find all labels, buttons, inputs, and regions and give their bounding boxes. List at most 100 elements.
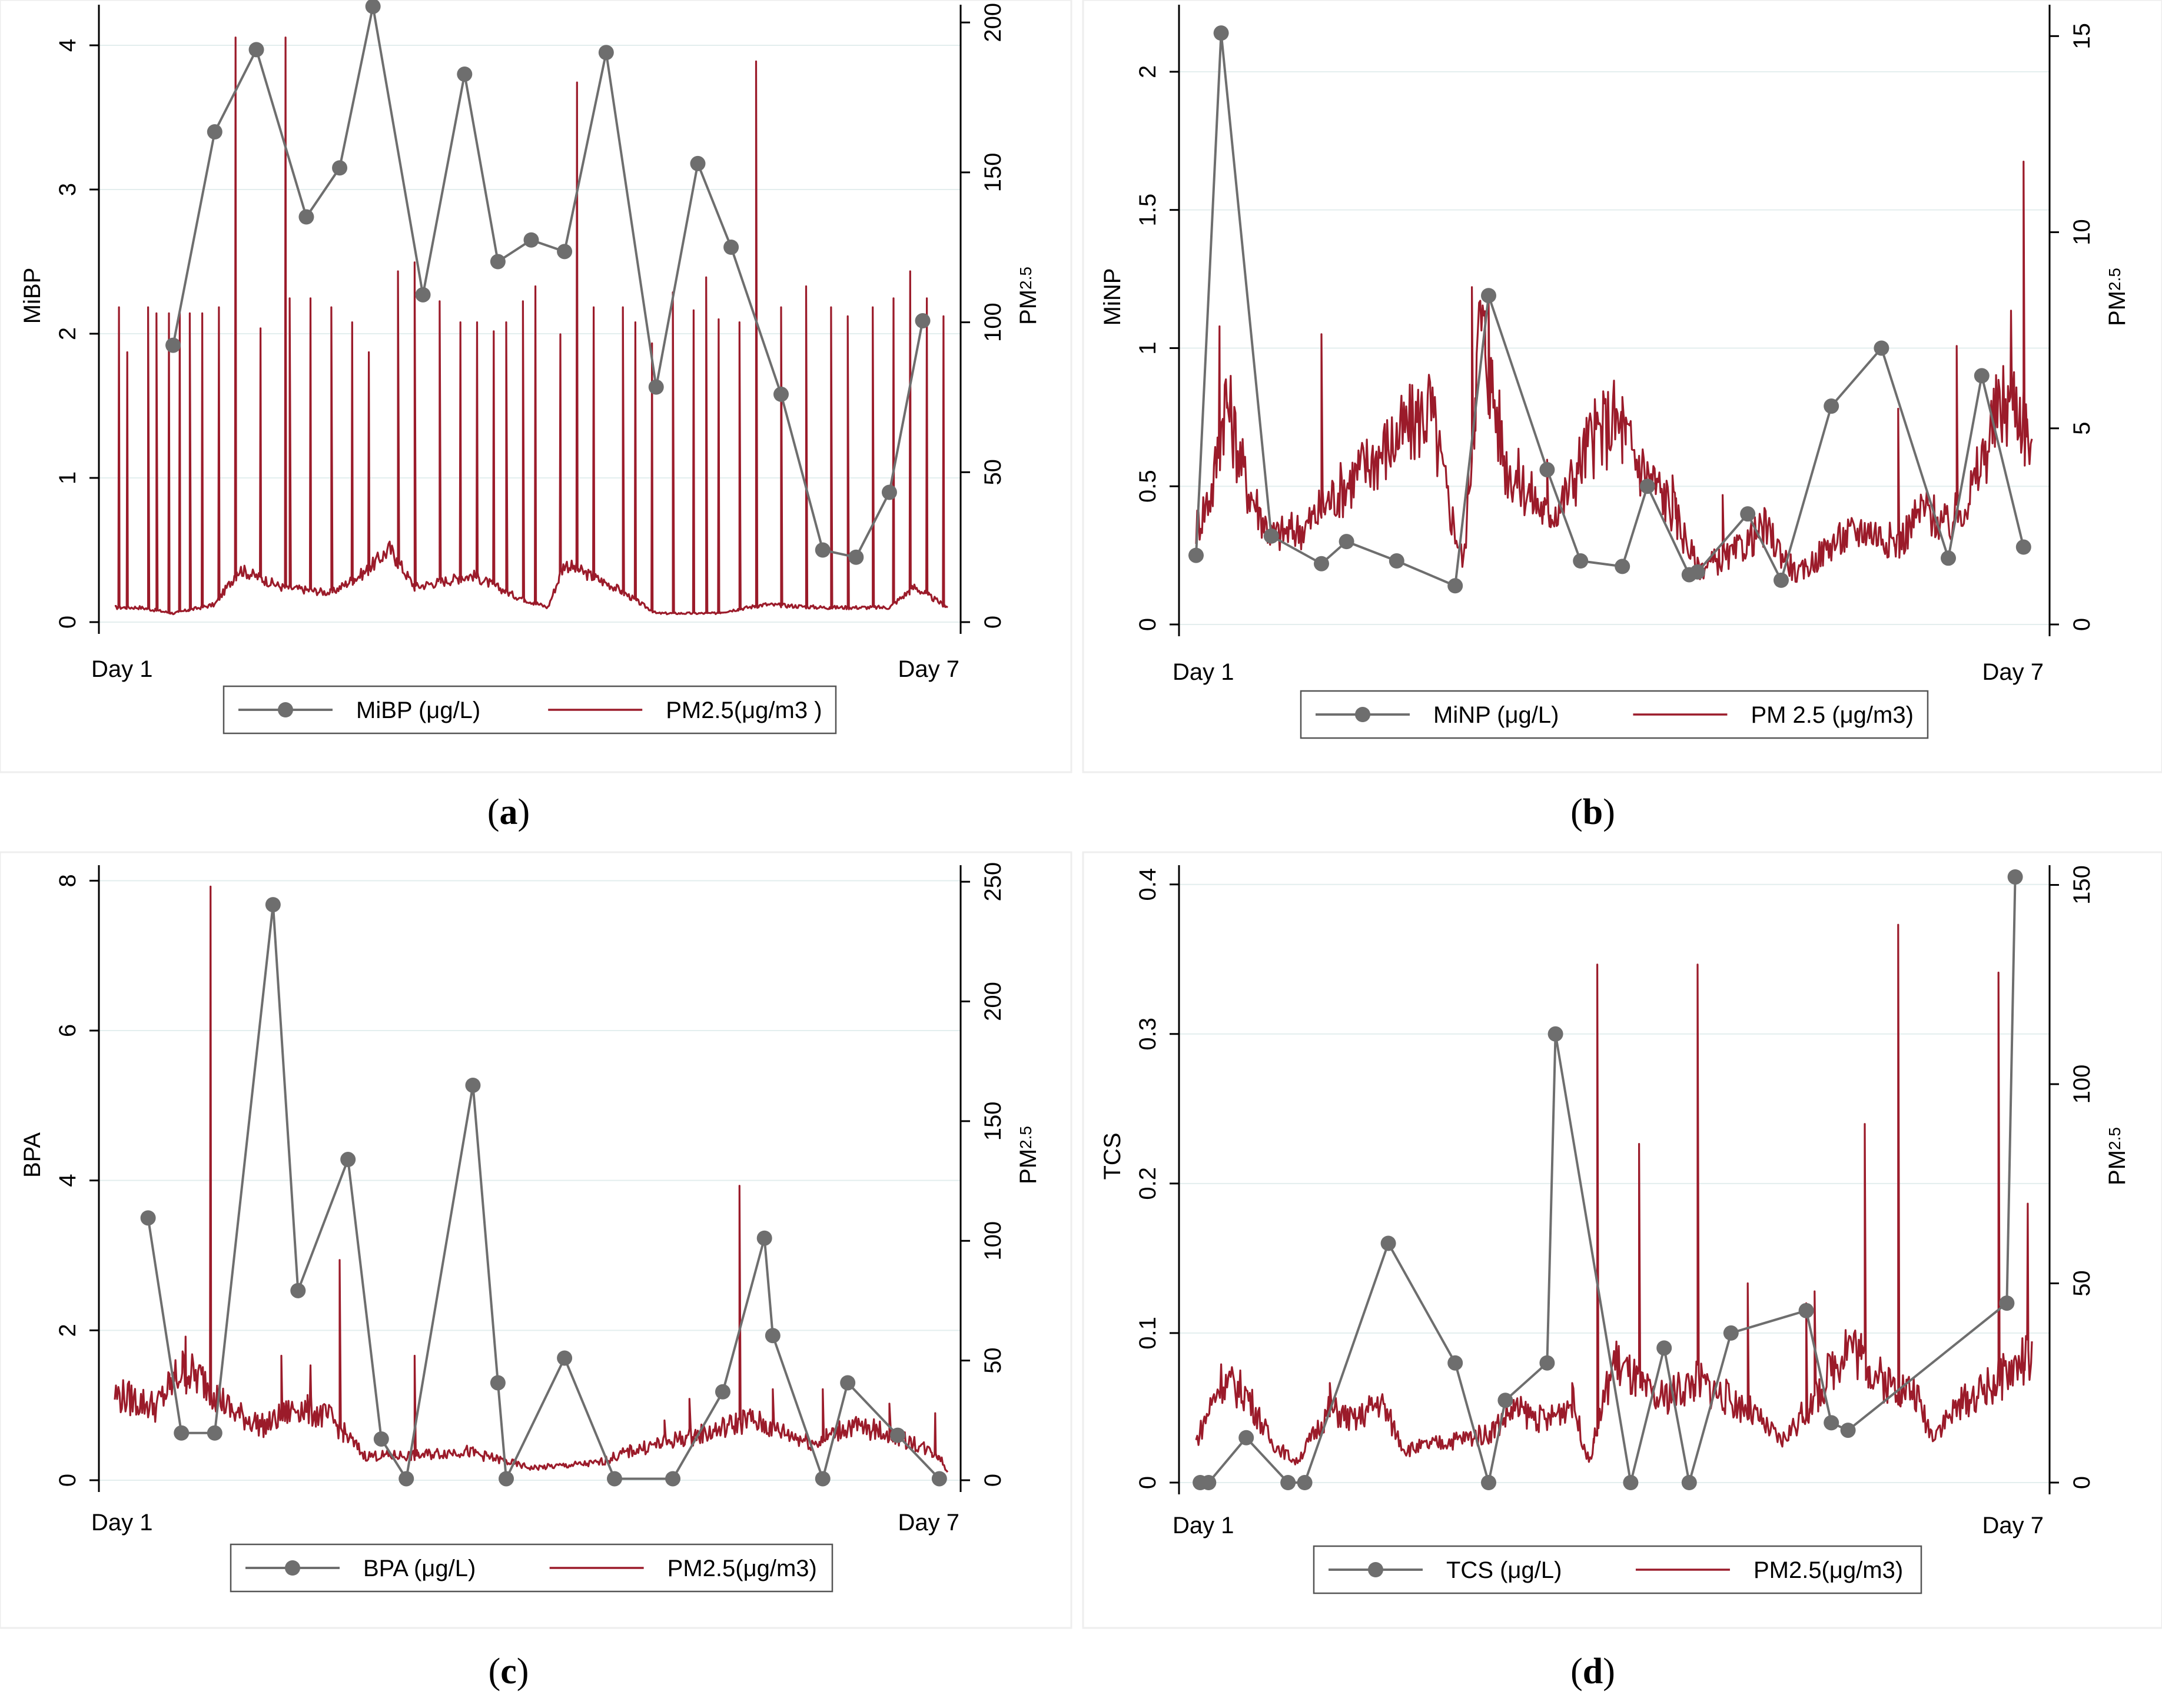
panel-d-biomarker-point xyxy=(1840,1423,1856,1438)
panel-c-left-tick-label: 6 xyxy=(55,1024,81,1037)
panel-a-legend-pm25-label: PM2.5(μg/m3 ) xyxy=(666,697,822,723)
panel-d-biomarker-point xyxy=(1999,1295,2015,1311)
panel-a-biomarker-point xyxy=(690,155,706,171)
panel-a-right-tick-label: 150 xyxy=(980,153,1006,192)
panel-c-biomarker-point xyxy=(765,1328,781,1344)
panel-d-frame xyxy=(1082,851,2162,1629)
panel-c-biomarker-point xyxy=(931,1471,947,1487)
panel-a-caption: (a) xyxy=(487,792,530,832)
panel-b-left-axis-title: MiNP xyxy=(1100,268,1125,326)
panel-b-biomarker-point xyxy=(2015,539,2031,555)
panel-b-left-tick-label: 1.5 xyxy=(1135,194,1161,227)
panel-c-right-tick-label: 200 xyxy=(980,982,1006,1021)
panel-c-legend-bpa-marker xyxy=(285,1560,300,1576)
panel-d-biomarker-point xyxy=(1297,1475,1313,1490)
panel-c-right-tick-label: 50 xyxy=(980,1347,1006,1374)
panel-b-left-tick-label: 0 xyxy=(1135,618,1161,631)
panel-a-right-axis-title-sub: 2.5 xyxy=(1017,267,1035,290)
panel-b-x-tick-day1: Day 1 xyxy=(1173,659,1234,685)
panel-b-right-axis-title-main: PM xyxy=(2104,291,2130,326)
panel-d-biomarker-point xyxy=(1380,1235,1396,1251)
panel-a-biomarker-point xyxy=(248,42,264,58)
panel-d-biomarker-point xyxy=(1481,1475,1496,1490)
panel-d-right-tick-label: 50 xyxy=(2069,1270,2095,1297)
panel-d-biomarker-point xyxy=(1723,1325,1739,1341)
panel-b-biomarker-point xyxy=(1974,368,1990,384)
panel-a-left-tick-label: 3 xyxy=(55,183,81,196)
panel-c: 0 2 4 6 8 0 50 100 150 200 250 Day 1 Day 7 BPA PM… xyxy=(0,851,1072,1692)
panel-a-pm25-line xyxy=(114,36,949,616)
panel-a-x-tick-day1: Day 1 xyxy=(91,656,153,682)
panel-c-biomarker-point xyxy=(499,1471,514,1487)
panel-c-biomarker-point xyxy=(265,897,281,913)
panel-a-left-tick-label: 1 xyxy=(55,471,81,484)
panel-b-biomarker-point xyxy=(1188,547,1204,563)
panel-d-right-axis-title: PM2.5 xyxy=(2104,1127,2130,1185)
panel-a-x-tick-day7: Day 7 xyxy=(898,656,960,682)
panel-b-biomarker-point xyxy=(1639,478,1655,494)
panel-b-biomarker-point xyxy=(1615,559,1630,574)
panel-b-x-tick-day7: Day 7 xyxy=(1982,659,2044,685)
panel-c-right-tick-label: 150 xyxy=(980,1102,1006,1141)
panel-c-right-ticks: 0 50 100 150 200 250 xyxy=(961,862,1006,1487)
panel-a-left-axis-title: MiBP xyxy=(19,268,45,324)
panel-a-pm25-series xyxy=(114,36,949,616)
panel-c-frame xyxy=(0,851,1072,1629)
panel-c-x-tick-day7: Day 7 xyxy=(898,1510,960,1536)
panel-c-caption: (c) xyxy=(489,1651,529,1692)
panel-b-biomarker-point xyxy=(1740,506,1756,522)
panel-b-caption-letter: b xyxy=(1583,792,1603,832)
panel-a-biomarker-point xyxy=(848,549,864,565)
panel-a-left-tick-label: 4 xyxy=(55,39,81,52)
panel-a-biomarker-point xyxy=(490,254,506,270)
panel-d-right-tick-label: 100 xyxy=(2069,1065,2095,1104)
panel-a-right-tick-label: 100 xyxy=(980,303,1006,342)
panel-b-biomarker-point xyxy=(1339,534,1354,550)
panel-a-biomarker-point xyxy=(881,484,897,500)
panel-b-frame xyxy=(1082,0,2162,773)
panel-a-legend-mibp-marker xyxy=(278,702,293,717)
panel-c-left-tick-label: 0 xyxy=(55,1474,81,1487)
panel-d-gridlines xyxy=(1179,883,2050,1483)
panel-d-right-ticks: 0 50 100 150 xyxy=(2050,865,2095,1489)
panel-a-biomarker-point xyxy=(332,160,348,176)
panel-b-pm25-line xyxy=(1195,161,2033,583)
panel-a-mibp-series xyxy=(165,0,931,565)
panel-b-biomarker-point xyxy=(1690,564,1705,580)
panel-c-biomarker-point xyxy=(373,1431,389,1447)
panel-c-left-tick-label: 8 xyxy=(55,874,81,887)
panel-c-biomarker-point xyxy=(665,1471,681,1487)
panel-c-biomarker-point xyxy=(557,1350,573,1366)
panel-c-pm25-series xyxy=(114,885,949,1473)
panel-a-biomarker-point xyxy=(415,287,431,303)
panel-b-left-tick-label: 2 xyxy=(1135,65,1161,78)
panel-d-biomarker-point xyxy=(1201,1475,1217,1490)
panel-d-left-tick-label: 0.1 xyxy=(1135,1317,1161,1350)
panel-d-legend-pm25-label: PM2.5(μg/m3) xyxy=(1753,1557,1903,1583)
panel-d-left-tick-label: 0.4 xyxy=(1135,868,1161,901)
panel-b-biomarker-point xyxy=(1874,340,1889,356)
panel-c-biomarker-line xyxy=(147,904,941,1483)
panel-b-pm25-series xyxy=(1195,161,2033,583)
panel-b-right-tick-label: 10 xyxy=(2069,219,2095,245)
panel-c-biomarker-point xyxy=(340,1152,356,1168)
panel-d-left-tick-label: 0.2 xyxy=(1135,1167,1161,1200)
panel-a-biomarker-point xyxy=(723,240,739,255)
panel-a-frame xyxy=(0,0,1072,773)
panel-d-x-tick-day1: Day 1 xyxy=(1173,1513,1234,1538)
panel-d-legend: TCS (μg/L) PM2.5(μg/m3) xyxy=(1313,1545,1922,1594)
panel-a-biomarker-point xyxy=(298,209,314,225)
panel-b-biomarker-point xyxy=(1263,528,1279,544)
panel-a: 0 1 2 3 4 0 50 100 150 200 Day 1 Day 7 MiBP PM2.… xyxy=(0,0,1072,832)
panel-c-right-axis-title: PM2.5 xyxy=(1015,1126,1041,1184)
panel-b-biomarker-point xyxy=(1389,553,1404,569)
panel-c-biomarker-point xyxy=(607,1471,622,1487)
panel-c-bpa-series xyxy=(140,897,947,1487)
panel-b-biomarker-point xyxy=(1213,25,1229,41)
panel-a-biomarker-point xyxy=(815,542,831,558)
panel-d-legend-tcs-marker xyxy=(1368,1562,1383,1577)
panel-d-biomarker-point xyxy=(1681,1475,1697,1490)
panel-d-left-axis-title: TCS xyxy=(1100,1133,1125,1180)
panel-c-legend: BPA (μg/L) PM2.5(μg/m3) xyxy=(230,1543,833,1593)
panel-d-legend-tcs-label: TCS (μg/L) xyxy=(1446,1557,1562,1583)
